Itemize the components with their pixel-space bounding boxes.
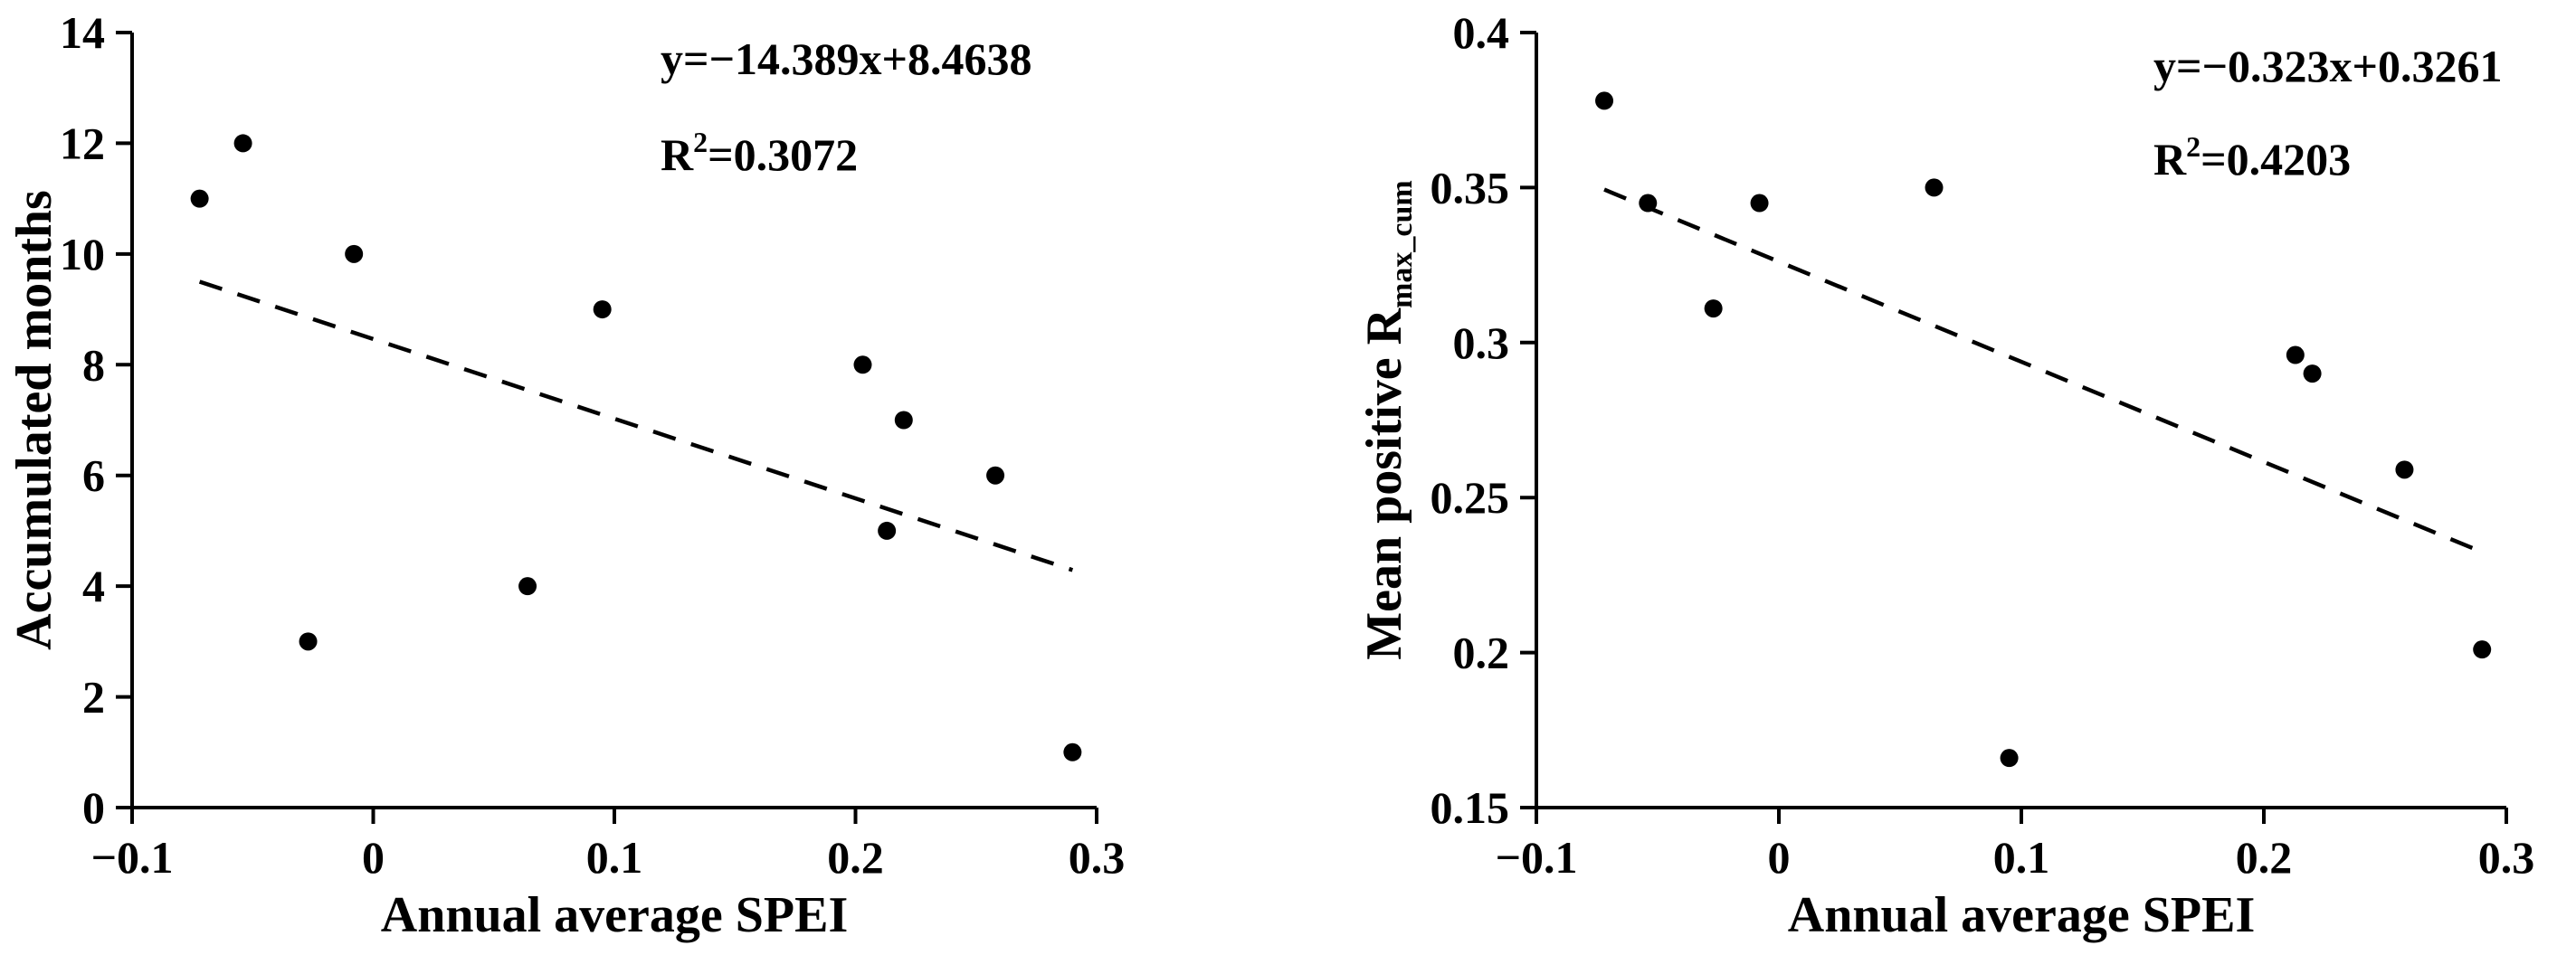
x-tick-label: 0.2 <box>827 832 884 883</box>
y-tick-label: 0.25 <box>1431 472 1510 523</box>
y-tick-label: 0.2 <box>1453 628 1510 678</box>
r-squared-label: R2=0.4203 <box>2153 130 2351 184</box>
x-tick-label: 0.2 <box>2236 832 2293 883</box>
y-tick-label: 2 <box>82 672 105 723</box>
data-point <box>1704 299 1723 318</box>
r-squared-superscript: 2 <box>693 126 708 158</box>
data-point <box>2286 345 2305 364</box>
data-point <box>190 189 209 208</box>
r-squared-label: R2=0.3072 <box>661 126 858 180</box>
y-tick-label: 12 <box>60 118 105 168</box>
data-point <box>2395 460 2414 479</box>
y-tick-label: 6 <box>82 450 105 501</box>
regression-equation: y=−14.389x+8.4638 <box>661 33 1031 84</box>
x-tick-label: 0 <box>362 832 385 883</box>
x-tick-label: −0.1 <box>91 832 174 883</box>
y-axis-title: Accumulated months <box>6 190 62 650</box>
y-tick-label: 0.35 <box>1431 162 1510 213</box>
r-squared-superscript: 2 <box>2186 130 2201 163</box>
y-axis-title-main: Mean positive R <box>1356 307 1412 659</box>
data-point <box>1750 194 1769 213</box>
data-point <box>853 355 872 374</box>
data-point <box>1639 194 1658 213</box>
data-point <box>518 577 537 596</box>
y-tick-label: 0 <box>82 782 105 833</box>
x-tick-label: 0 <box>1768 832 1791 883</box>
y-tick-label: 10 <box>60 229 105 279</box>
data-point <box>2000 749 2019 768</box>
r-squared-value: =0.4203 <box>2201 134 2351 184</box>
data-point <box>593 300 612 319</box>
x-axis-title: Annual average SPEI <box>381 887 849 943</box>
x-tick-label: 0.1 <box>586 832 643 883</box>
data-point <box>2473 640 2492 659</box>
x-tick-label: 0.1 <box>1993 832 2050 883</box>
x-tick-label: 0.3 <box>2478 832 2535 883</box>
data-point <box>894 411 913 430</box>
y-tick-label: 14 <box>60 7 105 58</box>
data-point <box>1595 91 1614 110</box>
y-tick-label: 4 <box>82 561 105 611</box>
chart-panel-2: −0.1 0 0.1 0.2 0.3 0.15 0.2 0.25 0.3 0.35 0.4 Annua… <box>1356 7 2534 943</box>
data-point <box>299 632 318 651</box>
data-point <box>345 244 364 263</box>
x-axis-title: Annual average SPEI <box>1788 887 2256 943</box>
y-tick-label: 0.4 <box>1453 7 1510 58</box>
regression-equation: y=−0.323x+0.3261 <box>2153 41 2502 91</box>
r-squared-symbol: R <box>661 129 694 180</box>
y-axis-title: Mean positive Rmax_cum <box>1356 180 1419 660</box>
data-point <box>1063 742 1082 761</box>
x-tick-label: −0.1 <box>1496 832 1578 883</box>
data-point <box>878 521 897 540</box>
y-axis-title-subscript: max_cum <box>1385 180 1419 308</box>
r-squared-value: =0.3072 <box>708 129 858 180</box>
data-point <box>1925 178 1944 197</box>
y-tick-label: 0.15 <box>1431 782 1510 833</box>
y-axis-title-main: Accumulated months <box>6 190 62 650</box>
data-point <box>986 466 1005 485</box>
y-tick-label: 0.3 <box>1453 317 1510 368</box>
regression-line <box>198 279 1074 572</box>
regression-line <box>1603 187 2484 554</box>
x-tick-label: 0.3 <box>1069 832 1126 883</box>
data-point <box>2303 364 2322 383</box>
r-squared-symbol: R <box>2153 134 2187 184</box>
data-point <box>233 134 252 153</box>
y-tick-label: 8 <box>82 339 105 390</box>
